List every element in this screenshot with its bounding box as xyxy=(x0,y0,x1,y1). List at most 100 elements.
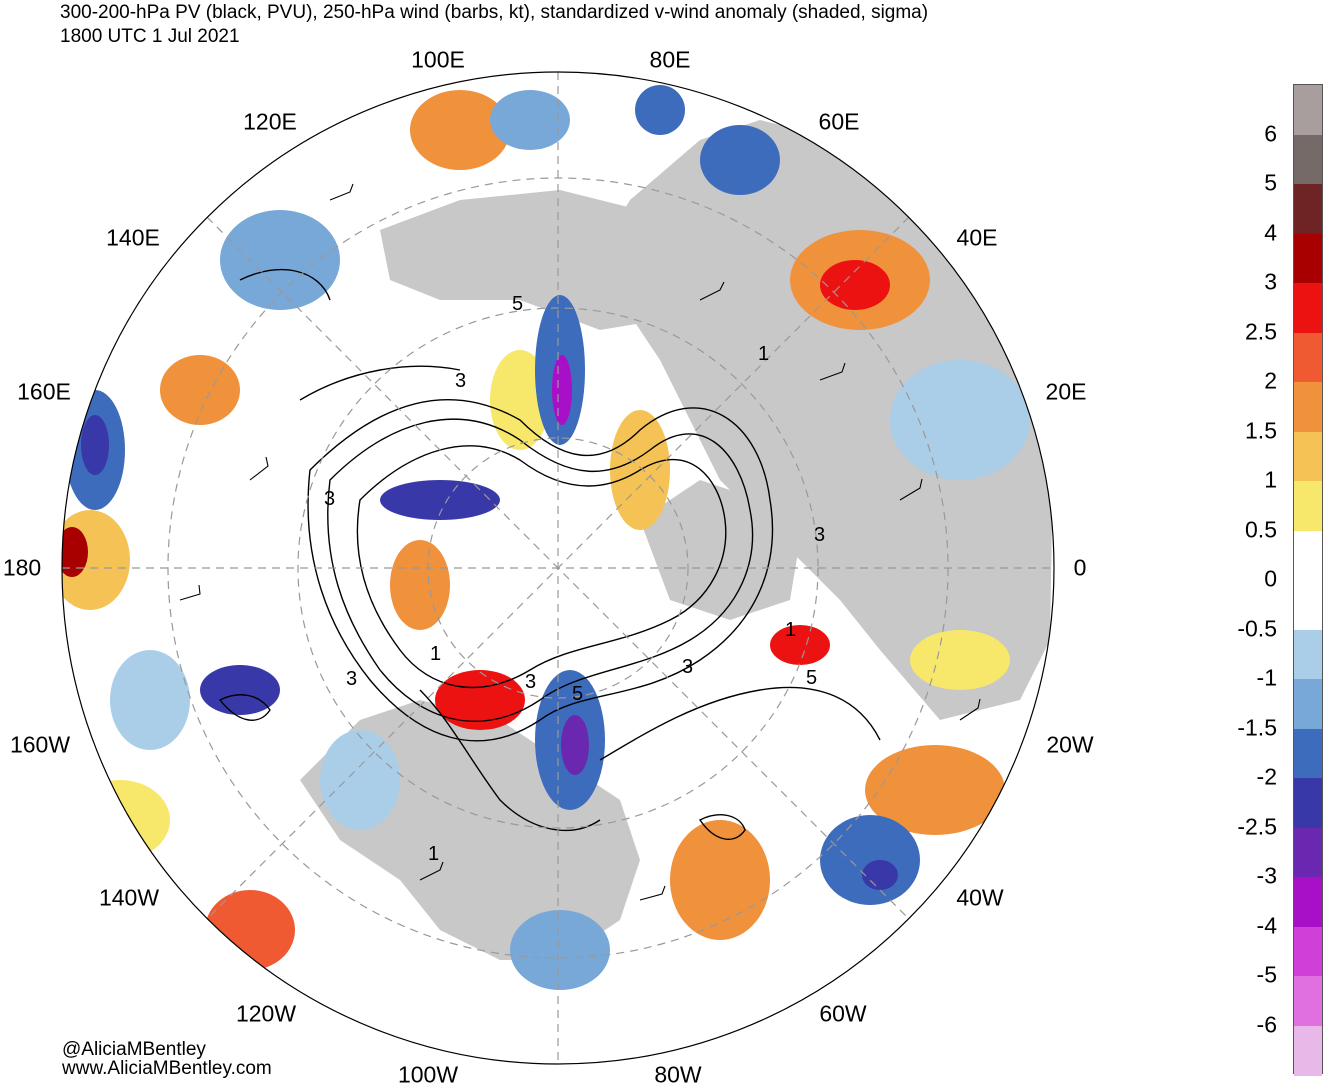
colorbar-label: -1 xyxy=(1256,664,1277,691)
pv-contours xyxy=(218,268,881,840)
anomaly-warm xyxy=(160,355,240,425)
land-eurasia xyxy=(600,120,1052,720)
lon-label-160e: 160E xyxy=(17,378,71,405)
anomaly-cold xyxy=(110,650,190,750)
lon-label-80w: 80W xyxy=(654,1061,702,1088)
colorbar-label: 5 xyxy=(1264,169,1277,196)
colorbar-label: -6 xyxy=(1256,1011,1277,1037)
colorbar-segment xyxy=(1294,283,1322,333)
anomaly-warm xyxy=(62,527,88,577)
colorbar-label: -3 xyxy=(1256,862,1277,889)
anomaly-warm xyxy=(490,350,550,450)
anomaly-cold xyxy=(700,125,780,195)
lon-label-60w: 60W xyxy=(819,1000,867,1027)
map-boundary xyxy=(61,71,1055,1065)
polar-map: 1 3 5 3 3 1 3 5 3 5 1 3 1 xyxy=(61,71,1055,1065)
lon-label-40e: 40E xyxy=(956,224,998,251)
colorbar-segment xyxy=(1294,530,1322,581)
colorbar-label: 3 xyxy=(1264,268,1277,295)
colorbar-label: -4 xyxy=(1256,912,1277,938)
anomaly-cold xyxy=(380,480,500,520)
lon-label-20e: 20E xyxy=(1045,378,1087,405)
lon-label-100w: 100W xyxy=(397,1061,459,1088)
colorbar-segment xyxy=(1294,332,1322,383)
anomaly-cold xyxy=(510,910,610,990)
anomaly-cold xyxy=(490,90,570,150)
chart-title: 300-200-hPa PV (black, PVU), 250-hPa win… xyxy=(60,2,929,23)
lon-label-120w: 120W xyxy=(235,1000,297,1027)
anomaly-cold xyxy=(320,730,400,830)
anomaly-cold xyxy=(200,665,280,715)
colorbar-segment xyxy=(1294,431,1322,482)
colorbar-segment xyxy=(1294,827,1322,878)
contour-label: 1 xyxy=(428,843,439,865)
colorbar-segment xyxy=(1294,778,1322,828)
colorbar-label: 1.5 xyxy=(1245,417,1277,443)
colorbar-label: -5 xyxy=(1256,961,1277,988)
contour-label: 5 xyxy=(572,683,583,705)
colorbar-segment xyxy=(1294,85,1322,135)
land-asia-north xyxy=(380,190,690,330)
lon-label-60e: 60E xyxy=(818,108,860,135)
lon-label-0: 0 xyxy=(1073,554,1087,581)
contour-label: 5 xyxy=(512,293,523,315)
colorbar-label: 1 xyxy=(1264,466,1277,493)
colorbar-label: -1.5 xyxy=(1237,714,1277,740)
anomaly-warm xyxy=(670,820,770,940)
colorbar-segment xyxy=(1294,134,1322,185)
colorbar-segment xyxy=(1294,629,1322,680)
contour-label: 3 xyxy=(346,668,357,690)
colorbar-segment xyxy=(1294,382,1322,432)
colorbar-label: 0.5 xyxy=(1245,516,1277,542)
credit-twitter: @AliciaMBentley xyxy=(62,1039,206,1060)
anomaly-warm xyxy=(865,745,1005,835)
anomaly-warm xyxy=(820,260,890,310)
contour-label-group: 1 3 5 3 3 1 3 5 3 5 1 3 1 xyxy=(324,293,825,865)
lon-label-180: 180 xyxy=(2,554,42,581)
lon-label-100e: 100E xyxy=(411,46,465,73)
colorbar-segment xyxy=(1294,728,1322,779)
lon-label-80e: 80E xyxy=(649,46,691,73)
colorbar xyxy=(1293,84,1323,1076)
contour-label: 3 xyxy=(455,370,466,392)
colorbar-segment xyxy=(1294,1025,1322,1076)
colorbar-label: -2 xyxy=(1256,763,1277,790)
colorbar-segment xyxy=(1294,877,1322,927)
lon-label-20w: 20W xyxy=(1046,731,1094,758)
colorbar-segment xyxy=(1294,481,1322,531)
contour-label: 3 xyxy=(324,488,335,510)
anomaly-cold xyxy=(890,360,1030,480)
anomaly-warm xyxy=(910,630,1010,690)
colorbar-segment xyxy=(1294,580,1322,630)
anomaly-warm xyxy=(435,670,525,730)
colorbar-label: 6 xyxy=(1264,120,1277,146)
colorbar-segment xyxy=(1294,926,1322,977)
colorbar-label: 2.5 xyxy=(1245,318,1277,344)
anomaly-cold xyxy=(862,860,898,890)
colorbar-label: -0.5 xyxy=(1237,615,1277,641)
anomaly-cold xyxy=(635,85,685,135)
lon-label-140w: 140W xyxy=(98,884,160,911)
credit-website: www.AliciaMBentley.com xyxy=(62,1058,272,1079)
anomaly-warm xyxy=(390,540,450,630)
colorbar-segment xyxy=(1294,976,1322,1026)
contour-label: 3 xyxy=(682,656,693,678)
contour-label: 1 xyxy=(785,619,796,641)
anomaly-cold xyxy=(220,210,340,310)
lon-label-40w: 40W xyxy=(956,884,1004,911)
colorbar-label: 0 xyxy=(1264,565,1277,592)
anomaly-cold xyxy=(552,355,572,425)
colorbar-segment xyxy=(1294,679,1322,729)
colorbar-segment xyxy=(1294,233,1322,284)
contour-label: 3 xyxy=(525,671,536,693)
contour-label: 5 xyxy=(806,667,817,689)
contour-label: 1 xyxy=(758,343,769,365)
anomaly-warm xyxy=(770,625,830,665)
anomaly-warm xyxy=(410,90,510,170)
colorbar-label: 4 xyxy=(1264,219,1277,245)
lon-label-120e: 120E xyxy=(243,108,297,135)
anomaly-cold xyxy=(81,415,109,475)
contour-label: 1 xyxy=(430,643,441,665)
anomaly-warm xyxy=(70,780,170,860)
lon-label-140e: 140E xyxy=(106,224,160,251)
